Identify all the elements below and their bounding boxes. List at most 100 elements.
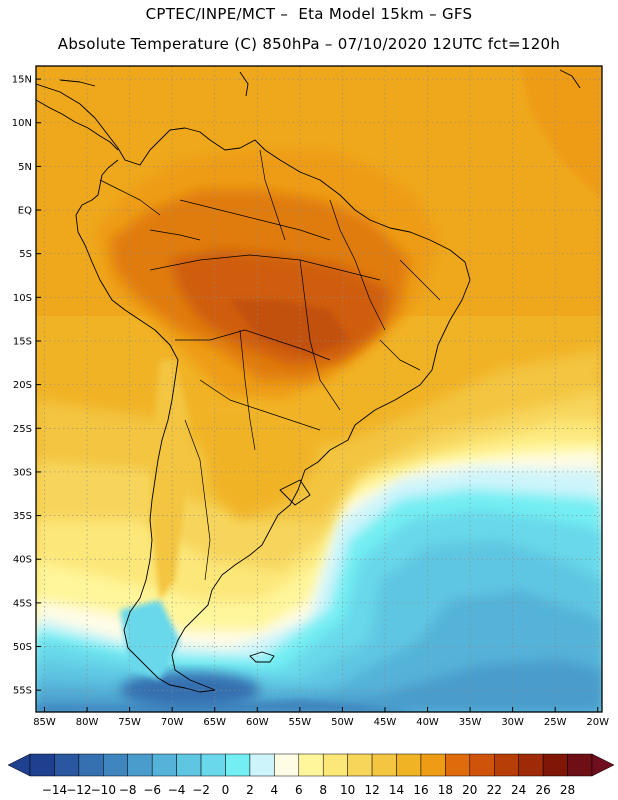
lat-label: 50S: [13, 642, 32, 653]
colorbar-label: 20: [462, 783, 477, 797]
colorbar-swatch: [347, 753, 373, 777]
colorbar-swatch: [567, 753, 593, 777]
coast-caribbean-1: [59, 79, 96, 87]
border-9: [399, 259, 441, 301]
colorbar-swatch: [518, 753, 544, 777]
field-band-m6: [36, 700, 420, 712]
temperature-field: [36, 66, 602, 712]
lon-label: 80W: [76, 717, 99, 728]
colorbar-label: −8: [119, 783, 137, 797]
lon-label: 45W: [374, 717, 397, 728]
lon-label: 65W: [203, 717, 226, 728]
lon-label: 35W: [459, 717, 482, 728]
lon-label: 55W: [289, 717, 312, 728]
coastlines: [36, 69, 581, 693]
lat-label: 30S: [13, 467, 32, 478]
colorbar-label: −2: [192, 783, 210, 797]
border-8: [329, 199, 386, 331]
border-13: [99, 179, 161, 216]
lat-label: 5N: [18, 162, 32, 173]
chart-title-line-2: Absolute Temperature (C) 850hPa – 07/10/…: [57, 35, 561, 53]
border-12: [149, 229, 201, 241]
field-la-plata-warm: [200, 400, 320, 520]
colorbar-label: 0: [222, 783, 230, 797]
lon-label: 75W: [118, 717, 141, 728]
colorbar-label: 16: [413, 783, 428, 797]
colorbar-label: 26: [535, 783, 550, 797]
map-frame: [35, 65, 603, 713]
colorbar-swatch: [322, 753, 348, 777]
lon-label: 30W: [501, 717, 524, 728]
lon-label: 40W: [416, 717, 439, 728]
coast-west: [75, 159, 216, 693]
lat-label: 15S: [13, 336, 32, 347]
colorbar-label: −10: [91, 783, 116, 797]
colorbar-swatch: [78, 753, 104, 777]
colorbar-label: 6: [295, 783, 303, 797]
colorbar-swatch: [249, 753, 275, 777]
lat-label: 15N: [12, 75, 32, 86]
colorbar-swatch: [396, 753, 422, 777]
colorbar-label: 14: [389, 783, 404, 797]
colorbar-swatch: [127, 753, 153, 777]
colorbar-swatch: [225, 753, 251, 777]
coast-falklands: [249, 651, 275, 663]
colorbar-label: 22: [487, 783, 502, 797]
coast-caribbean-3: [559, 69, 581, 89]
border-7: [259, 149, 286, 241]
colorbar-swatch: [200, 753, 226, 777]
colorbar-label: 8: [319, 783, 327, 797]
lat-label: EQ: [18, 206, 32, 217]
colorbar-arrow-low: [7, 753, 31, 777]
colorbar-swatch: [469, 753, 495, 777]
lat-label: 10N: [12, 118, 32, 129]
lon-label: 70W: [161, 717, 184, 728]
lon-label: 85W: [33, 717, 56, 728]
lat-label: 5S: [19, 249, 32, 260]
colorbar-label: −4: [168, 783, 186, 797]
lat-label: 25S: [13, 424, 32, 435]
coast-panama: [36, 99, 119, 151]
colorbar-swatch: [54, 753, 80, 777]
colorbar-swatch: [151, 753, 177, 777]
colorbar-swatch: [176, 753, 202, 777]
colorbar-label: 2: [246, 783, 254, 797]
colorbar-label: −14: [42, 783, 67, 797]
colorbar-swatch: [274, 753, 300, 777]
colorbar-label: 12: [364, 783, 379, 797]
colorbar-label: 28: [560, 783, 575, 797]
lat-label: 35S: [13, 511, 32, 522]
colorbar: [7, 753, 615, 777]
border-10: [379, 339, 421, 371]
colorbar-swatch: [420, 753, 446, 777]
border-5: [239, 329, 256, 451]
longitude-labels: 85W 80W 75W 70W 65W 60W 55W 50W 45W 40W 35W 30W 25W 2…: [33, 707, 609, 728]
colorbar-arrow-high: [591, 753, 615, 777]
colorbar-swatch: [29, 753, 55, 777]
colorbar-label: 4: [271, 783, 279, 797]
lat-label: 10S: [13, 293, 32, 304]
colorbar-swatch: [494, 753, 519, 777]
field-patagonia-cold: [120, 600, 180, 680]
colorbar-swatch: [542, 753, 568, 777]
lon-label: 20W: [586, 717, 609, 728]
colorbar-label: 18: [438, 783, 453, 797]
lat-label: 40S: [13, 555, 32, 566]
colorbar-swatch: [103, 753, 128, 777]
border-11: [184, 419, 211, 581]
border-1: [149, 254, 381, 281]
lat-label: 45S: [13, 598, 32, 609]
colorbar-label: −6: [143, 783, 161, 797]
colorbar-label: −12: [66, 783, 91, 797]
colorbar-swatch: [445, 753, 471, 777]
border-6: [299, 259, 341, 411]
colorbar-swatch: [298, 753, 324, 777]
border-4: [199, 379, 321, 431]
colorbar-labels: −14 −12 −10 −8 −6 −4 −2 0 2 4 6 8 10 12 14 16 18 20 22 24 26…: [42, 783, 575, 797]
lon-label: 25W: [544, 717, 567, 728]
chart-title-line-1: CPTEC/INPE/MCT – Eta Model 15km – GFS: [145, 5, 473, 23]
lat-label: 55S: [13, 686, 32, 697]
coast-east: [36, 83, 471, 691]
colorbar-label: 10: [340, 783, 355, 797]
